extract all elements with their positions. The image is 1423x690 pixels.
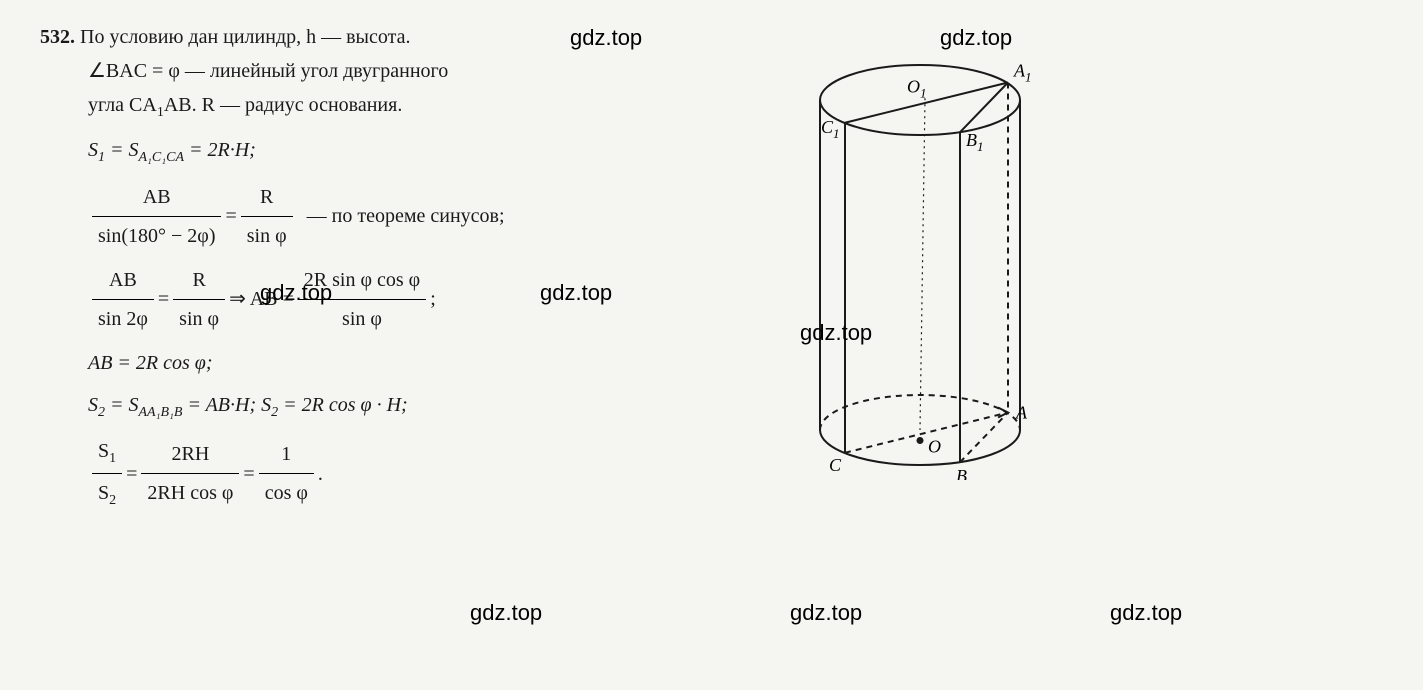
svg-text:O: O	[928, 437, 941, 457]
problem-statement: 532. По условию дан цилиндр, h — высота.…	[40, 20, 690, 125]
svg-text:O1: O1	[907, 76, 927, 100]
equation-2: AB sin(180° − 2φ) = R sin φ — по теореме…	[88, 180, 690, 253]
cylinder-diagram: O1A1C1B1ABCO	[720, 20, 1120, 523]
watermark: gdz.top	[1110, 600, 1182, 626]
problem-number: 532.	[40, 26, 75, 48]
solution-text: 532. По условию дан цилиндр, h — высота.…	[40, 20, 690, 523]
cylinder-svg: O1A1C1B1ABCO	[770, 50, 1090, 480]
equation-6: S1 S2 = 2RH 2RH cos φ = 1 cos φ .	[88, 434, 690, 513]
svg-text:B1: B1	[966, 130, 984, 154]
watermark: gdz.top	[790, 600, 862, 626]
equation-3: AB sin 2φ = R sin φ ⇒ AB = 2R sin φ cos …	[88, 263, 690, 336]
equation-4: AB = 2R cos φ;	[88, 346, 690, 380]
svg-text:A1: A1	[1013, 61, 1032, 85]
svg-text:A: A	[1015, 403, 1028, 423]
watermark: gdz.top	[470, 600, 542, 626]
svg-text:C: C	[829, 455, 842, 475]
text-line-2a: ∠BAC = φ — линейный угол двугранного	[88, 60, 448, 82]
svg-text:B: B	[956, 466, 967, 480]
text-line-1: По условию дан цилиндр, h — высота.	[80, 26, 410, 48]
equation-5: S2 = SAA₁B₁B = AB·H; S2 = 2R cos φ · H;	[88, 388, 690, 425]
text-line-2b: угла CA	[88, 94, 157, 116]
equation-1: S1 = SA₁C₁CA = 2R·H;	[88, 133, 690, 170]
